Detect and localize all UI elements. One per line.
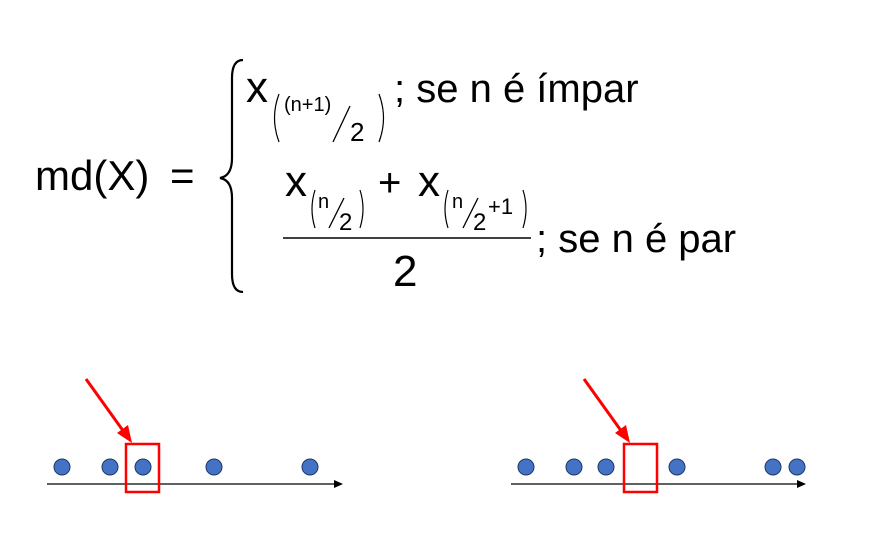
case2-term2-close-paren (522, 189, 527, 229)
case1-variable: x (246, 63, 268, 112)
even-median-arrow-line (582, 378, 624, 433)
odd-median-arrow-line (84, 378, 126, 433)
formula-lhs: md(X) (35, 152, 149, 199)
case2-term2-sub-denominator: 2 (473, 209, 486, 236)
case2-term1-slash (328, 197, 345, 229)
case2-term2-slash (462, 197, 479, 229)
odd-example (47, 378, 343, 494)
even-dot-6 (788, 458, 806, 476)
case2-term1-close-paren (359, 189, 364, 229)
even-axis-arrowhead (797, 480, 806, 488)
odd-dot-4 (205, 458, 223, 476)
odd-median-highlight (124, 442, 161, 494)
even-example (511, 378, 806, 494)
case2-term2-open-paren (444, 189, 449, 229)
case1-subscript-close-paren (378, 93, 385, 143)
even-dot-5 (764, 458, 782, 476)
even-dot-2 (565, 458, 583, 476)
odd-median-arrowhead (117, 425, 132, 443)
curly-brace (219, 58, 244, 294)
even-dot-4 (668, 458, 686, 476)
case1-subscript-numerator: (n+1) (284, 94, 331, 116)
even-median-arrowhead (615, 425, 630, 443)
even-dot-1 (517, 458, 535, 476)
case1-condition: ; se n é ímpar (394, 67, 639, 111)
odd-dot-3 (134, 458, 152, 476)
even-dot-3 (597, 458, 615, 476)
case2-term1-open-paren (311, 189, 316, 229)
odd-dot-2 (101, 458, 119, 476)
case2-term2-sub-add: +1 (488, 194, 513, 219)
case1-subscript-open-paren (273, 93, 280, 143)
case2-plus: + (378, 161, 401, 205)
case2-condition: ; se n é par (536, 217, 736, 261)
case2-term1-sub-numerator: n (318, 191, 329, 213)
formula-equals: = (170, 152, 195, 199)
even-median-highlight (622, 442, 659, 494)
odd-dot-5 (301, 458, 319, 476)
odd-dot-1 (53, 458, 71, 476)
case2-term1-variable: x (285, 157, 307, 206)
case1-subscript-denominator: 2 (350, 117, 364, 147)
case1-subscript-slash (332, 105, 351, 143)
case2-denominator: 2 (393, 247, 417, 296)
odd-axis-arrowhead (334, 480, 343, 488)
case2-term2-sub-numerator: n (452, 191, 463, 213)
case2-term2-variable: x (418, 157, 440, 206)
case2-term1-sub-denominator: 2 (339, 209, 352, 236)
